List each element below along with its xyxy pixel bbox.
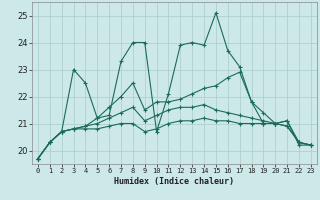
X-axis label: Humidex (Indice chaleur): Humidex (Indice chaleur): [115, 177, 234, 186]
